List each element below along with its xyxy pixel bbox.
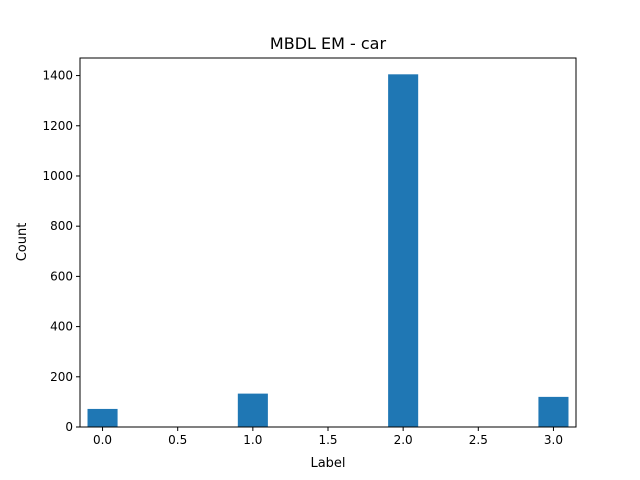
y-tick-label: 400 bbox=[50, 320, 73, 334]
y-axis-ticks: 0 200 400 600 800 1000 1200 1400 bbox=[42, 69, 80, 434]
x-axis-ticks: 0.0 0.5 1.0 1.5 2.0 2.5 3.0 bbox=[93, 427, 563, 447]
bar bbox=[538, 396, 569, 427]
y-tick-label: 0 bbox=[65, 420, 73, 434]
bar bbox=[237, 393, 268, 427]
x-tick-label: 2.0 bbox=[394, 433, 413, 447]
x-tick-label: 2.5 bbox=[469, 433, 488, 447]
chart-title: MBDL EM - car bbox=[270, 34, 387, 53]
y-tick-label: 600 bbox=[50, 269, 73, 283]
plot-frame bbox=[79, 57, 577, 428]
y-tick-label: 1200 bbox=[42, 119, 73, 133]
y-tick-label: 800 bbox=[50, 219, 73, 233]
y-axis-label: Count bbox=[15, 223, 30, 262]
y-tick-label: 1400 bbox=[42, 69, 73, 83]
x-tick-label: 0.0 bbox=[93, 433, 112, 447]
x-axis-label: Label bbox=[310, 456, 345, 471]
bar bbox=[388, 74, 419, 427]
bar bbox=[87, 408, 118, 427]
x-tick-label: 0.5 bbox=[168, 433, 187, 447]
x-tick-label: 3.0 bbox=[544, 433, 563, 447]
y-tick-label: 1000 bbox=[42, 169, 73, 183]
x-tick-label: 1.5 bbox=[318, 433, 337, 447]
y-tick-label: 200 bbox=[50, 370, 73, 384]
x-tick-label: 1.0 bbox=[243, 433, 262, 447]
bars-group bbox=[87, 74, 569, 427]
